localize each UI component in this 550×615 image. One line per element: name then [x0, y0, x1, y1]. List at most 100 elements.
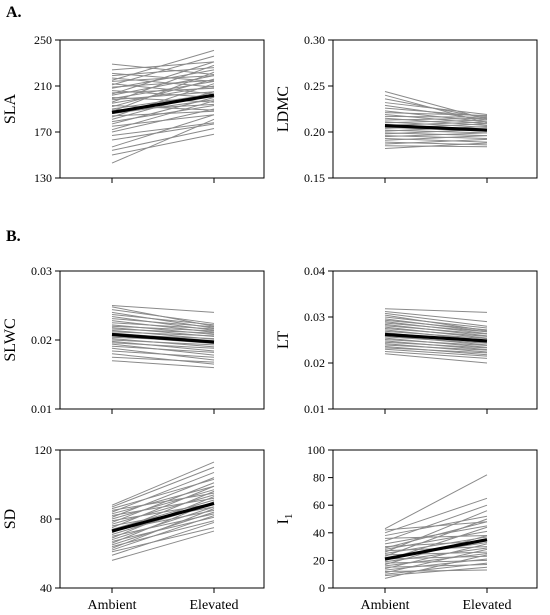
y-axis-label-text: LDMC	[275, 86, 292, 132]
y-tick-label: 0.30	[304, 33, 325, 47]
individual-series-line	[111, 530, 215, 561]
y-axis-label: SLWC	[2, 318, 19, 361]
individual-series-line	[111, 527, 215, 553]
mean-series-line	[111, 93, 215, 115]
individual-series-line	[111, 497, 215, 517]
individual-series-line	[111, 49, 215, 81]
mean-series-line	[111, 332, 215, 344]
individual-series-line	[111, 499, 215, 530]
mean-series-line	[384, 123, 488, 132]
individual-series-line	[111, 320, 215, 333]
individual-series-line	[384, 310, 488, 323]
y-tick-label: 0.02	[304, 356, 325, 370]
individual-series-line	[111, 105, 215, 111]
panel-slwc: 0.01 0.02 0.03 SLWC	[2, 264, 265, 416]
section-label-a: A.	[6, 4, 22, 21]
individual-series-line	[384, 348, 488, 357]
individual-series-line	[384, 340, 488, 351]
panel-lt: 0.01 0.02 0.03 0.04 LT	[275, 264, 538, 416]
individual-series-line	[111, 506, 215, 541]
plot-frame	[332, 449, 538, 589]
individual-series-line	[384, 141, 488, 146]
y-tick-label: 0.04	[304, 264, 325, 278]
y-tick-label: 100	[307, 443, 325, 457]
individual-series-line	[111, 353, 215, 365]
individual-series-line	[111, 122, 215, 136]
individual-series-line	[384, 530, 488, 550]
individual-series-line	[384, 138, 488, 145]
y-tick-label: 0.01	[304, 402, 325, 416]
y-axis-label: SD	[2, 509, 19, 529]
individual-series-line	[111, 80, 215, 100]
y-tick-label: 0.25	[304, 79, 325, 93]
individual-series-line	[384, 318, 488, 333]
individual-series-line	[384, 129, 488, 134]
y-axis-label: SLA	[2, 93, 19, 124]
individual-series-line	[111, 114, 215, 148]
individual-series-line	[111, 461, 215, 506]
individual-series-line	[111, 63, 215, 75]
individual-series-line	[384, 504, 488, 542]
individual-series-line	[111, 61, 215, 95]
individual-series-line	[111, 123, 215, 141]
individual-series-line	[384, 135, 488, 139]
y-tick-label: 40	[40, 581, 52, 595]
x-tick-label: Elevated	[190, 598, 239, 613]
individual-series-line	[111, 494, 215, 525]
y-tick-label: 0.15	[304, 171, 325, 185]
individual-series-line	[384, 559, 488, 564]
individual-series-line	[384, 547, 488, 563]
individual-series-line	[111, 340, 215, 352]
individual-series-line	[384, 114, 488, 125]
individual-series-line	[384, 91, 488, 120]
individual-series-line	[111, 75, 215, 82]
individual-series-line	[111, 305, 215, 313]
individual-series-line	[384, 308, 488, 313]
individual-series-line	[111, 133, 215, 156]
x-tick-label: Elevated	[463, 598, 512, 613]
panel-ldmc: 0.15 0.20 0.25 0.30 LDMC	[275, 33, 538, 185]
individual-series-line	[384, 351, 488, 359]
y-tick-label: 250	[34, 33, 52, 47]
individual-series-line	[111, 329, 215, 340]
individual-series-line	[384, 543, 488, 570]
individual-series-line	[111, 83, 215, 95]
y-axis-label-text: SD	[2, 509, 19, 529]
individual-series-line	[111, 360, 215, 369]
individual-series-line	[384, 337, 488, 348]
individual-series-line	[384, 110, 488, 123]
y-tick-label: 130	[34, 171, 52, 185]
y-tick-label: 0.01	[31, 402, 52, 416]
section-label-b: B.	[6, 228, 21, 245]
individual-series-line	[384, 321, 488, 335]
individual-series-line	[384, 569, 488, 572]
individual-series-line	[111, 342, 215, 349]
individual-series-line	[111, 356, 215, 363]
y-axis-label-text: LT	[275, 331, 292, 349]
individual-series-line	[111, 492, 215, 511]
panel-i1: 0 20 40 60 80 100 Ambient Elevated I1	[275, 443, 538, 613]
individual-series-line	[384, 474, 488, 530]
individual-series-line	[111, 513, 215, 537]
y-axis-label: LT	[275, 331, 292, 349]
individual-series-line	[384, 548, 488, 574]
individual-series-line	[111, 77, 215, 88]
individual-series-line	[384, 343, 488, 353]
individual-series-line	[384, 312, 488, 327]
individual-series-line	[384, 326, 488, 339]
individual-series-line	[384, 555, 488, 560]
y-axis-label-text: SLWC	[2, 318, 19, 361]
individual-series-line	[111, 471, 215, 513]
y-axis-label-subscript: 1	[283, 514, 295, 520]
individual-series-line	[111, 79, 215, 88]
individual-series-line	[111, 61, 215, 71]
individual-series-line	[111, 482, 215, 523]
plot-frame	[332, 39, 538, 179]
individual-series-line	[111, 90, 215, 98]
individual-series-line	[111, 343, 215, 356]
mean-series-line	[384, 538, 488, 561]
individual-series-line	[384, 94, 488, 124]
y-tick-label: 0.20	[304, 125, 325, 139]
individual-series-line	[111, 478, 215, 510]
